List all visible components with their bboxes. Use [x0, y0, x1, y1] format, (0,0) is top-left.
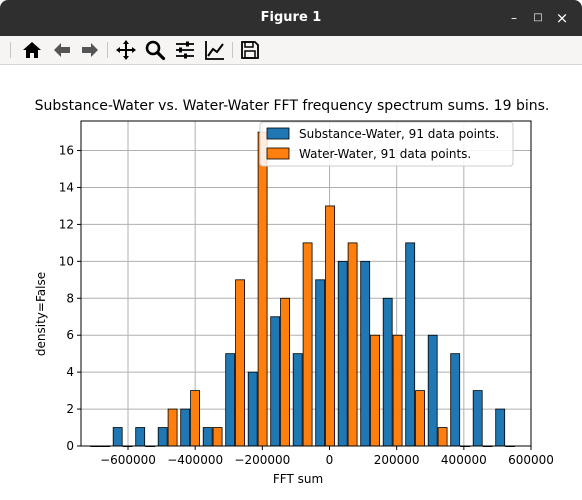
forward-button[interactable] — [79, 39, 101, 61]
arrow-right-icon — [82, 43, 98, 57]
x-tick-label: 200000 — [374, 453, 420, 467]
substance-water-bar — [202, 427, 213, 447]
close-button[interactable]: × — [555, 9, 569, 27]
water-water-bar — [190, 390, 200, 447]
substance-water-bar — [225, 353, 236, 447]
substance-water-bar — [112, 427, 123, 447]
legend-box — [259, 121, 514, 167]
title-bar: Figure 1 – □ × — [0, 0, 582, 36]
y-tick-label: 4 — [66, 365, 74, 379]
legend-swatch-water-water — [266, 147, 290, 160]
pan-button[interactable] — [115, 39, 137, 61]
move-icon — [116, 40, 136, 60]
substance-water-bar — [270, 316, 281, 447]
home-icon — [23, 42, 41, 58]
y-tick-label: 0 — [66, 439, 74, 453]
substance-water-bar — [360, 260, 371, 447]
x-axis-label: FFT sum — [273, 472, 323, 486]
substance-water-bar — [495, 408, 506, 447]
water-water-bar — [415, 390, 425, 447]
substance-water-bar — [450, 353, 461, 447]
y-tick-label: 2 — [66, 402, 74, 416]
y-tick-label: 8 — [66, 291, 74, 305]
water-water-bar — [370, 334, 380, 447]
substance-water-bar — [157, 427, 168, 447]
water-water-bar — [437, 427, 448, 447]
water-water-bar — [212, 427, 223, 447]
legend-label-water-water: Water-Water, 91 data points. — [299, 147, 471, 161]
substance-water-bar — [427, 334, 438, 447]
legend-label-substance-water: Substance-Water, 91 data points. — [299, 127, 499, 141]
configure-subplots-button[interactable] — [174, 39, 196, 61]
substance-water-bar — [292, 353, 303, 447]
legend-swatch-substance-water — [266, 127, 290, 140]
zoom-button[interactable] — [144, 39, 166, 61]
save-button[interactable] — [239, 39, 261, 61]
toolbar-separator — [232, 42, 233, 58]
water-water-bar — [347, 242, 358, 447]
water-water-bar — [325, 205, 335, 447]
arrow-left-icon — [54, 43, 70, 57]
toolbar-separator — [10, 42, 11, 58]
edit-axis-button[interactable] — [204, 39, 226, 61]
substance-water-bar — [180, 408, 191, 447]
y-axis-ticks: 0 2 4 6 8 10 12 14 16 — [59, 144, 81, 453]
figure-canvas[interactable]: −600000 −400000 −200000 0 200000 400000 600000… — [8, 66, 576, 494]
histogram-chart: −600000 −400000 −200000 0 200000 400000 600000… — [34, 98, 554, 486]
maximize-button[interactable]: □ — [533, 12, 543, 23]
plot-frame — [80, 120, 532, 447]
toolbar-separator — [107, 42, 108, 58]
y-tick-label: 12 — [59, 217, 74, 231]
sliders-icon — [176, 41, 194, 59]
chart-title: Substance-Water vs. Water-Water FFT freq… — [35, 98, 550, 114]
substance-water-bar — [472, 390, 483, 447]
y-axis-label: density=False — [34, 272, 48, 356]
substance-water-bar — [405, 242, 416, 447]
y-tick-label: 16 — [59, 144, 74, 158]
x-tick-label: 600000 — [508, 453, 554, 467]
water-water-bar — [167, 408, 178, 447]
legend: Substance-Water, 91 data points. Water-W… — [259, 121, 514, 167]
home-button[interactable] — [21, 39, 43, 61]
navigation-toolbar — [0, 36, 582, 65]
x-axis-ticks: −600000 −400000 −200000 0 200000 400000 600000 — [100, 446, 554, 467]
substance-water-bar — [382, 297, 393, 447]
line-chart-icon — [205, 41, 224, 60]
x-tick-label: 0 — [326, 453, 334, 467]
water-water-bar — [302, 242, 313, 447]
x-tick-label: −600000 — [100, 453, 156, 467]
x-tick-label: 400000 — [441, 453, 487, 467]
substance-water-bar — [337, 260, 348, 447]
substance-water-bar — [315, 279, 326, 447]
x-tick-label: −200000 — [234, 453, 290, 467]
floppy-disk-icon — [241, 41, 259, 59]
minimize-button[interactable]: – — [511, 11, 517, 25]
substance-water-bar — [247, 371, 258, 447]
window-title: Figure 1 — [260, 10, 322, 25]
water-water-bar — [392, 334, 403, 447]
y-tick-label: 6 — [66, 328, 74, 342]
water-water-bar — [235, 279, 245, 447]
water-water-bar — [257, 131, 268, 447]
y-tick-label: 14 — [59, 180, 74, 194]
series-substance-water-bars — [90, 242, 506, 448]
substance-water-bar — [135, 427, 146, 447]
x-tick-label: −400000 — [167, 453, 223, 467]
back-button[interactable] — [51, 39, 73, 61]
water-water-bar — [280, 297, 290, 447]
y-tick-label: 10 — [59, 254, 74, 268]
magnifier-icon — [145, 40, 166, 61]
